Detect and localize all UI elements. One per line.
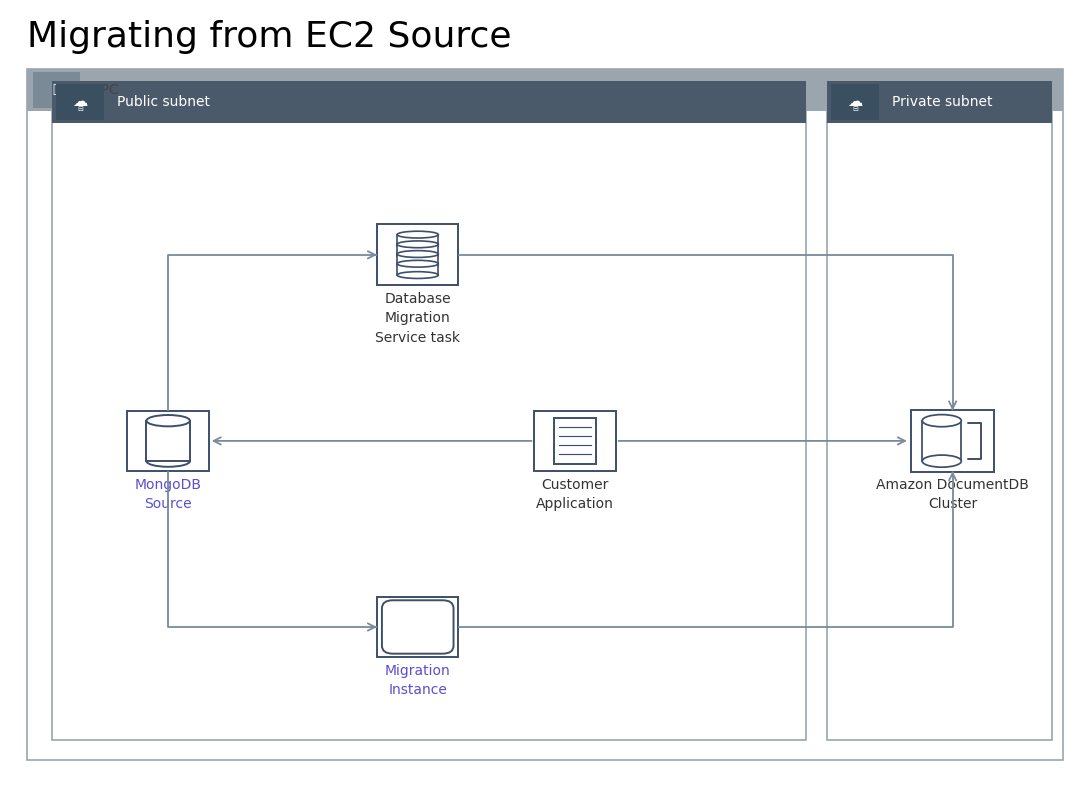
Bar: [56, 84, 104, 120]
Bar: [378, 224, 459, 285]
Text: Customer
Application: Customer Application: [536, 477, 614, 511]
Text: ☁: ☁: [847, 95, 863, 109]
Bar: [27, 69, 1063, 111]
Ellipse shape: [397, 231, 438, 238]
Text: Database
Migration
Service task: Database Migration Service task: [375, 292, 460, 345]
Bar: [397, 254, 438, 265]
Text: ☁: ☁: [73, 95, 88, 109]
Text: 🔒: 🔒: [53, 83, 60, 96]
Bar: [827, 81, 1052, 740]
Ellipse shape: [922, 414, 961, 427]
Text: Private subnet: Private subnet: [892, 95, 993, 109]
Bar: [52, 81, 806, 123]
Ellipse shape: [146, 415, 190, 426]
Text: Amazon DocumentDB
Cluster: Amazon DocumentDB Cluster: [877, 477, 1029, 511]
Ellipse shape: [397, 241, 438, 248]
Bar: [554, 418, 596, 464]
Bar: [535, 410, 616, 471]
Bar: [397, 235, 438, 246]
Bar: [922, 421, 961, 461]
Bar: [52, 81, 806, 740]
Text: Migration
Instance: Migration Instance: [385, 663, 450, 697]
Bar: [831, 84, 879, 120]
Text: ⊟: ⊟: [852, 106, 858, 112]
Text: VPC: VPC: [92, 83, 119, 97]
FancyBboxPatch shape: [382, 600, 454, 654]
Ellipse shape: [397, 251, 438, 257]
Bar: [911, 410, 994, 472]
Bar: [128, 410, 208, 471]
Bar: [146, 421, 190, 461]
Bar: [827, 81, 1052, 123]
Bar: [27, 69, 1063, 760]
Bar: [378, 597, 459, 657]
Bar: [397, 264, 438, 275]
Ellipse shape: [397, 260, 438, 267]
Text: ⊟: ⊟: [77, 106, 84, 112]
Ellipse shape: [146, 455, 190, 467]
Ellipse shape: [397, 272, 438, 278]
Text: Public subnet: Public subnet: [117, 95, 210, 109]
Text: Migrating from EC2 Source: Migrating from EC2 Source: [27, 20, 512, 54]
Bar: [33, 72, 80, 108]
Ellipse shape: [922, 455, 961, 468]
Bar: [397, 244, 438, 256]
Text: MongoDB
Source: MongoDB Source: [135, 477, 202, 511]
